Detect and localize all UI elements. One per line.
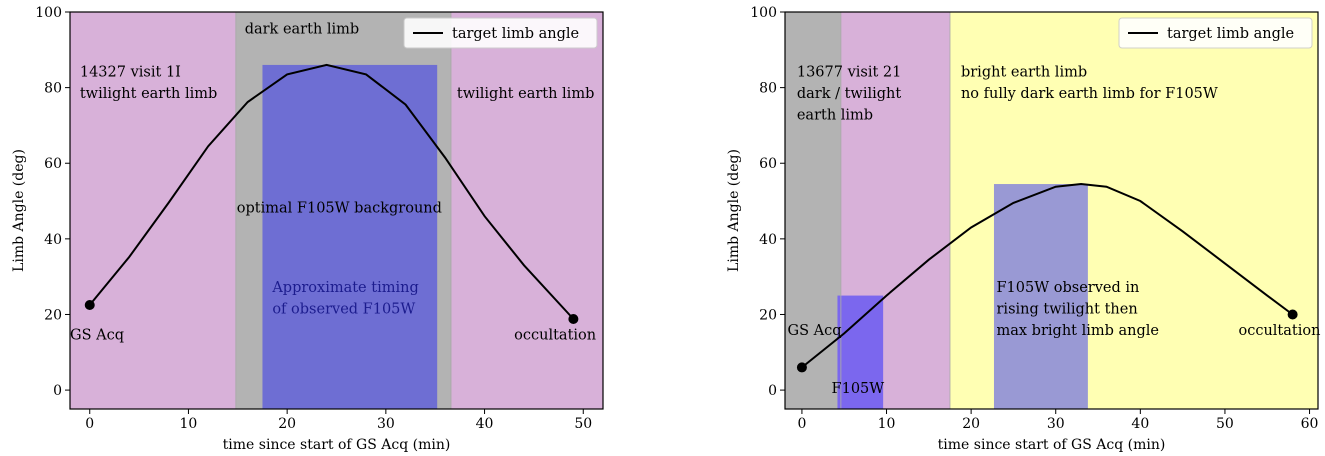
y-tick-label: 40 <box>44 232 62 248</box>
plot-area <box>70 12 603 409</box>
shaded-region <box>262 64 438 409</box>
annotation-label: twilight earth limb <box>80 86 217 102</box>
data-point <box>84 300 95 311</box>
x-tick-label: 0 <box>797 416 806 432</box>
annotation-label: max bright limb angle <box>997 323 1160 339</box>
annotation-label: no fully dark earth limb for F105W <box>961 86 1218 102</box>
legend: target limb angle <box>403 17 598 49</box>
y-tick-label: 60 <box>44 156 62 172</box>
x-tick-label: 20 <box>962 416 980 432</box>
x-tick-label: 10 <box>180 416 198 432</box>
annotation-label: 14327 visit 1I <box>80 64 181 80</box>
annotation-label: occultation <box>514 327 596 343</box>
annotation-label: of observed F105W <box>272 301 415 317</box>
shaded-region <box>837 295 884 409</box>
plot-frame <box>784 11 1319 410</box>
legend-box <box>403 17 598 49</box>
annotation-label: dark / twilight <box>797 86 902 102</box>
y-tick-label: 80 <box>759 81 777 97</box>
x-tick-label: 30 <box>377 416 395 432</box>
x-axis-label: time since start of GS Acq (min) <box>938 437 1166 453</box>
x-tick-label: 40 <box>1131 416 1149 432</box>
y-tick-label: 100 <box>35 5 62 21</box>
y-tick-label: 40 <box>759 232 777 248</box>
annotation-label: earth limb <box>797 107 873 123</box>
y-tick-label: 100 <box>750 5 777 21</box>
y-tick-label: 60 <box>759 156 777 172</box>
x-tick-label: 10 <box>878 416 896 432</box>
annotation-label: 13677 visit 21 <box>797 64 902 80</box>
x-tick-label: 20 <box>278 416 296 432</box>
y-tick-label: 80 <box>44 81 62 97</box>
data-point <box>796 362 807 373</box>
plot-area <box>785 12 1318 409</box>
x-tick-label: 30 <box>1047 416 1065 432</box>
series-line-target-limb-angle <box>88 63 575 320</box>
data-point <box>1287 309 1298 320</box>
plot-frame <box>69 11 604 410</box>
data-point <box>568 314 579 325</box>
annotation-label: dark earth limb <box>245 22 360 38</box>
y-axis-label: Limb Angle (deg) <box>726 149 742 272</box>
shaded-region <box>993 184 1088 409</box>
x-tick-label: 0 <box>85 416 94 432</box>
x-tick-label: 50 <box>1216 416 1234 432</box>
y-tick-label: 20 <box>759 307 777 323</box>
chart-panel-1: 14327 visit 1I twilight earth limb dark ea… <box>11 5 604 453</box>
annotation-label: GS Acq <box>788 323 842 339</box>
legend-box <box>1118 17 1313 49</box>
y-tick-label: 20 <box>44 307 62 323</box>
annotation-label: twilight earth limb <box>457 86 594 102</box>
x-tick-label: 60 <box>1301 416 1319 432</box>
legend-label: target limb angle <box>1167 26 1294 42</box>
legend: target limb angle <box>1118 17 1313 49</box>
annotation-label: F105W observed in <box>997 280 1140 296</box>
legend-label: target limb angle <box>452 26 579 42</box>
x-tick-label: 40 <box>476 416 494 432</box>
x-tick-label: 50 <box>574 416 592 432</box>
chart-panel-2: 13677 visit 21 dark / twilight earth limb b… <box>726 5 1320 453</box>
annotation-label: rising twilight then <box>997 301 1138 317</box>
annotation-label: occultation <box>1238 323 1320 339</box>
annotation-label: optimal F105W background <box>237 200 442 216</box>
y-tick-label: 0 <box>768 383 777 399</box>
series-line-target-limb-angle <box>801 182 1294 369</box>
annotation-label: bright earth limb <box>961 64 1087 80</box>
annotation-label: Approximate timing <box>271 280 418 296</box>
annotation-label: GS Acq <box>70 327 124 343</box>
annotation-label: F105W <box>832 381 885 397</box>
y-tick-label: 0 <box>53 383 62 399</box>
y-axis-label: Limb Angle (deg) <box>11 149 27 272</box>
shaded-region <box>450 12 603 409</box>
x-axis-label: time since start of GS Acq (min) <box>223 437 451 453</box>
shaded-region <box>70 12 236 409</box>
